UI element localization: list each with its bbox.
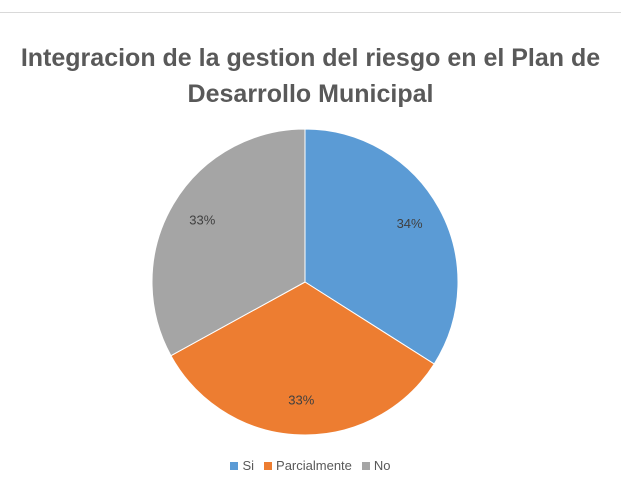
data-label: 33% bbox=[288, 393, 314, 408]
pie-slice bbox=[304, 128, 459, 365]
legend: Si Parcialmente No bbox=[0, 458, 621, 473]
chart-title: Integracion de la gestion del riesgo en … bbox=[20, 44, 601, 108]
legend-label: Si bbox=[242, 458, 255, 473]
legend-item: Si bbox=[230, 458, 254, 473]
legend-item: No bbox=[361, 458, 391, 473]
pie-slice bbox=[151, 128, 306, 357]
legend-swatch bbox=[361, 461, 370, 470]
legend-label: Parcialmente bbox=[276, 458, 352, 473]
legend-label: No bbox=[373, 458, 391, 473]
data-label: 34% bbox=[397, 216, 423, 231]
top-border bbox=[0, 12, 621, 13]
pie-slice bbox=[170, 281, 435, 436]
legend-item: Parcialmente bbox=[264, 458, 352, 473]
data-label: 33% bbox=[189, 213, 215, 228]
legend-swatch bbox=[264, 461, 273, 470]
legend-swatch bbox=[230, 461, 239, 470]
